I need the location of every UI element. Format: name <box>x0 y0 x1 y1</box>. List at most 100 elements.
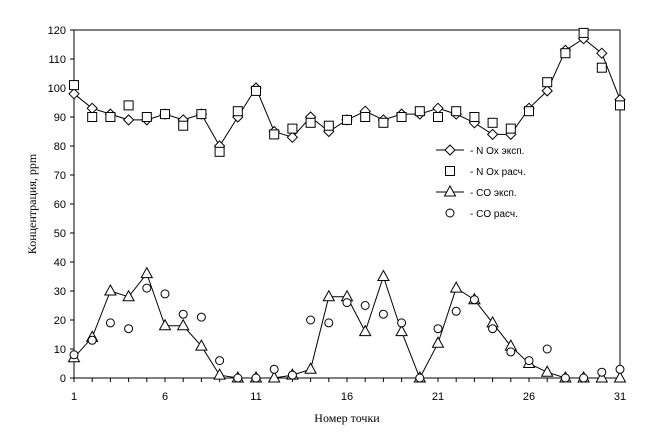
y-tick-label: 30 <box>54 286 66 298</box>
square-marker <box>141 112 152 122</box>
circle-marker <box>178 309 188 319</box>
square-marker <box>505 123 516 134</box>
circle-marker <box>215 356 225 366</box>
circle-marker <box>124 324 134 334</box>
circle-marker <box>324 318 334 328</box>
diamond-marker <box>486 128 499 141</box>
circle-marker <box>488 324 498 334</box>
x-tick-label: 21 <box>432 391 444 403</box>
triangle-marker <box>176 318 190 331</box>
triangle-marker <box>122 289 135 302</box>
square-marker <box>487 117 498 128</box>
square-marker <box>615 100 625 111</box>
circle-marker <box>524 356 534 366</box>
circle-marker <box>615 364 625 374</box>
diamond-marker <box>444 144 456 156</box>
circle-marker <box>196 312 206 322</box>
diamond-marker <box>286 131 299 144</box>
triangle-marker <box>431 336 445 348</box>
square-marker <box>214 146 225 157</box>
circle-marker <box>306 315 316 325</box>
x-tick-label: 31 <box>614 391 626 403</box>
square-marker <box>396 112 407 122</box>
circle-marker <box>160 289 170 299</box>
y-tick-label: 20 <box>54 315 66 327</box>
legend-label: - N Ox расч. <box>470 167 526 178</box>
circle-marker <box>579 373 589 383</box>
square-marker <box>469 112 480 122</box>
circle-marker <box>105 318 115 328</box>
square-marker <box>178 120 189 131</box>
circle-marker <box>87 335 97 345</box>
square-marker <box>232 106 243 117</box>
diamond-marker <box>432 102 444 115</box>
square-marker <box>196 109 207 120</box>
diamond-marker <box>68 88 80 100</box>
y-tick-label: 100 <box>48 83 66 95</box>
y-tick-label: 110 <box>48 54 66 66</box>
circle-marker <box>269 364 279 374</box>
y-tick-label: 40 <box>54 257 66 269</box>
square-marker <box>433 112 443 122</box>
square-marker <box>105 112 116 122</box>
legend: - N Ox эксп. - N Ox расч. - CO эксп. - CO р… <box>436 144 526 220</box>
square-marker <box>560 48 571 59</box>
square-marker <box>251 85 261 96</box>
square-marker <box>287 123 298 134</box>
triangle-marker <box>158 318 172 331</box>
square-marker <box>360 112 371 122</box>
circle-marker <box>415 373 425 383</box>
triangle-marker <box>377 269 390 281</box>
circle-marker <box>597 367 607 377</box>
circle-marker <box>397 318 407 328</box>
circle-marker <box>451 306 461 316</box>
y-axis-title: Концентрация, ppm <box>25 153 39 254</box>
circle-marker <box>251 373 261 383</box>
x-tick-label: 6 <box>162 391 168 403</box>
triangle-marker <box>195 339 208 351</box>
triangle-marker <box>395 324 408 337</box>
y-tick-label: 90 <box>54 112 66 124</box>
legend-label: - N Ox эксп. <box>470 146 524 157</box>
square-marker <box>414 106 425 117</box>
legend-label: - CO расч. <box>470 209 518 220</box>
triangle-marker <box>449 281 463 293</box>
circle-marker <box>433 324 443 334</box>
triangle-marker <box>358 324 372 337</box>
square-marker <box>596 62 607 73</box>
circle-marker <box>233 373 243 383</box>
x-tick-label: 16 <box>341 391 353 403</box>
y-tick-label: 120 <box>48 25 66 37</box>
triangle-marker <box>443 184 457 197</box>
triangle-marker <box>304 362 317 374</box>
triangle-marker <box>104 283 117 296</box>
diamond-marker <box>541 85 553 97</box>
square-marker <box>305 117 316 128</box>
triangle-marker <box>267 370 281 383</box>
x-tick-label: 11 <box>250 391 261 403</box>
square-marker <box>342 114 352 125</box>
diamond-marker <box>86 102 98 115</box>
square-marker <box>160 109 170 120</box>
square-marker <box>69 80 79 91</box>
diamond-marker <box>122 114 135 126</box>
circle-marker <box>445 208 455 218</box>
circle-marker <box>469 295 479 305</box>
square-marker <box>323 120 334 131</box>
circle-marker <box>378 309 388 319</box>
series-diamond <box>68 32 626 152</box>
plot-frame <box>73 29 621 379</box>
square-marker <box>378 117 389 128</box>
circle-marker <box>69 350 79 360</box>
triangle-marker <box>540 365 554 377</box>
series-line <box>73 38 621 147</box>
square-marker <box>123 100 134 111</box>
diamond-marker <box>596 47 608 59</box>
y-tick-label: 80 <box>54 141 66 153</box>
circle-marker <box>506 347 516 357</box>
series-square <box>69 27 625 157</box>
series-line <box>73 272 620 380</box>
x-tick-label: 1 <box>71 391 77 403</box>
